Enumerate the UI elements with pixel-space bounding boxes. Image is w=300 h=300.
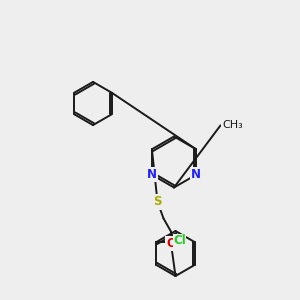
Text: Cl: Cl (173, 234, 186, 247)
Text: O: O (166, 237, 176, 250)
Text: N: N (147, 168, 157, 181)
Text: N: N (191, 168, 201, 181)
Text: CH₃: CH₃ (222, 120, 243, 130)
Text: S: S (153, 195, 162, 208)
